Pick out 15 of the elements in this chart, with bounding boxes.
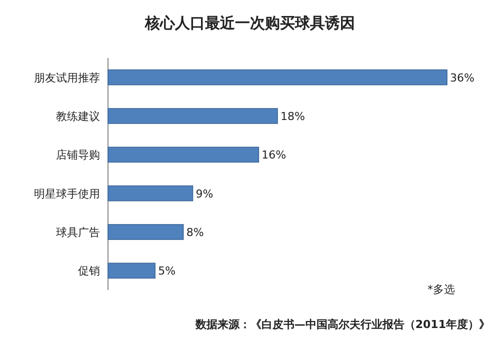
title: 核心人口最近一次购买球具诱因 [145,14,355,32]
value-label: 16% [262,148,286,162]
category: 店铺导购 [56,148,100,162]
category: 教练建议 [56,110,100,123]
category: 促销 [78,264,100,278]
annotation: *多选 [428,283,455,296]
category: 朋友试用推荐 [34,71,100,84]
category: 球具广告 [56,226,100,239]
value-label: 5% [158,264,176,278]
value-label: 36% [450,71,474,84]
annotation: 数据来源：《白皮书—中国高尔夫行业报告（2011年度）》 [195,318,490,331]
category: 明星球手使用 [34,187,100,200]
value-label: 9% [196,187,214,200]
value-label: 8% [186,226,204,239]
value-label: 18% [280,110,305,123]
